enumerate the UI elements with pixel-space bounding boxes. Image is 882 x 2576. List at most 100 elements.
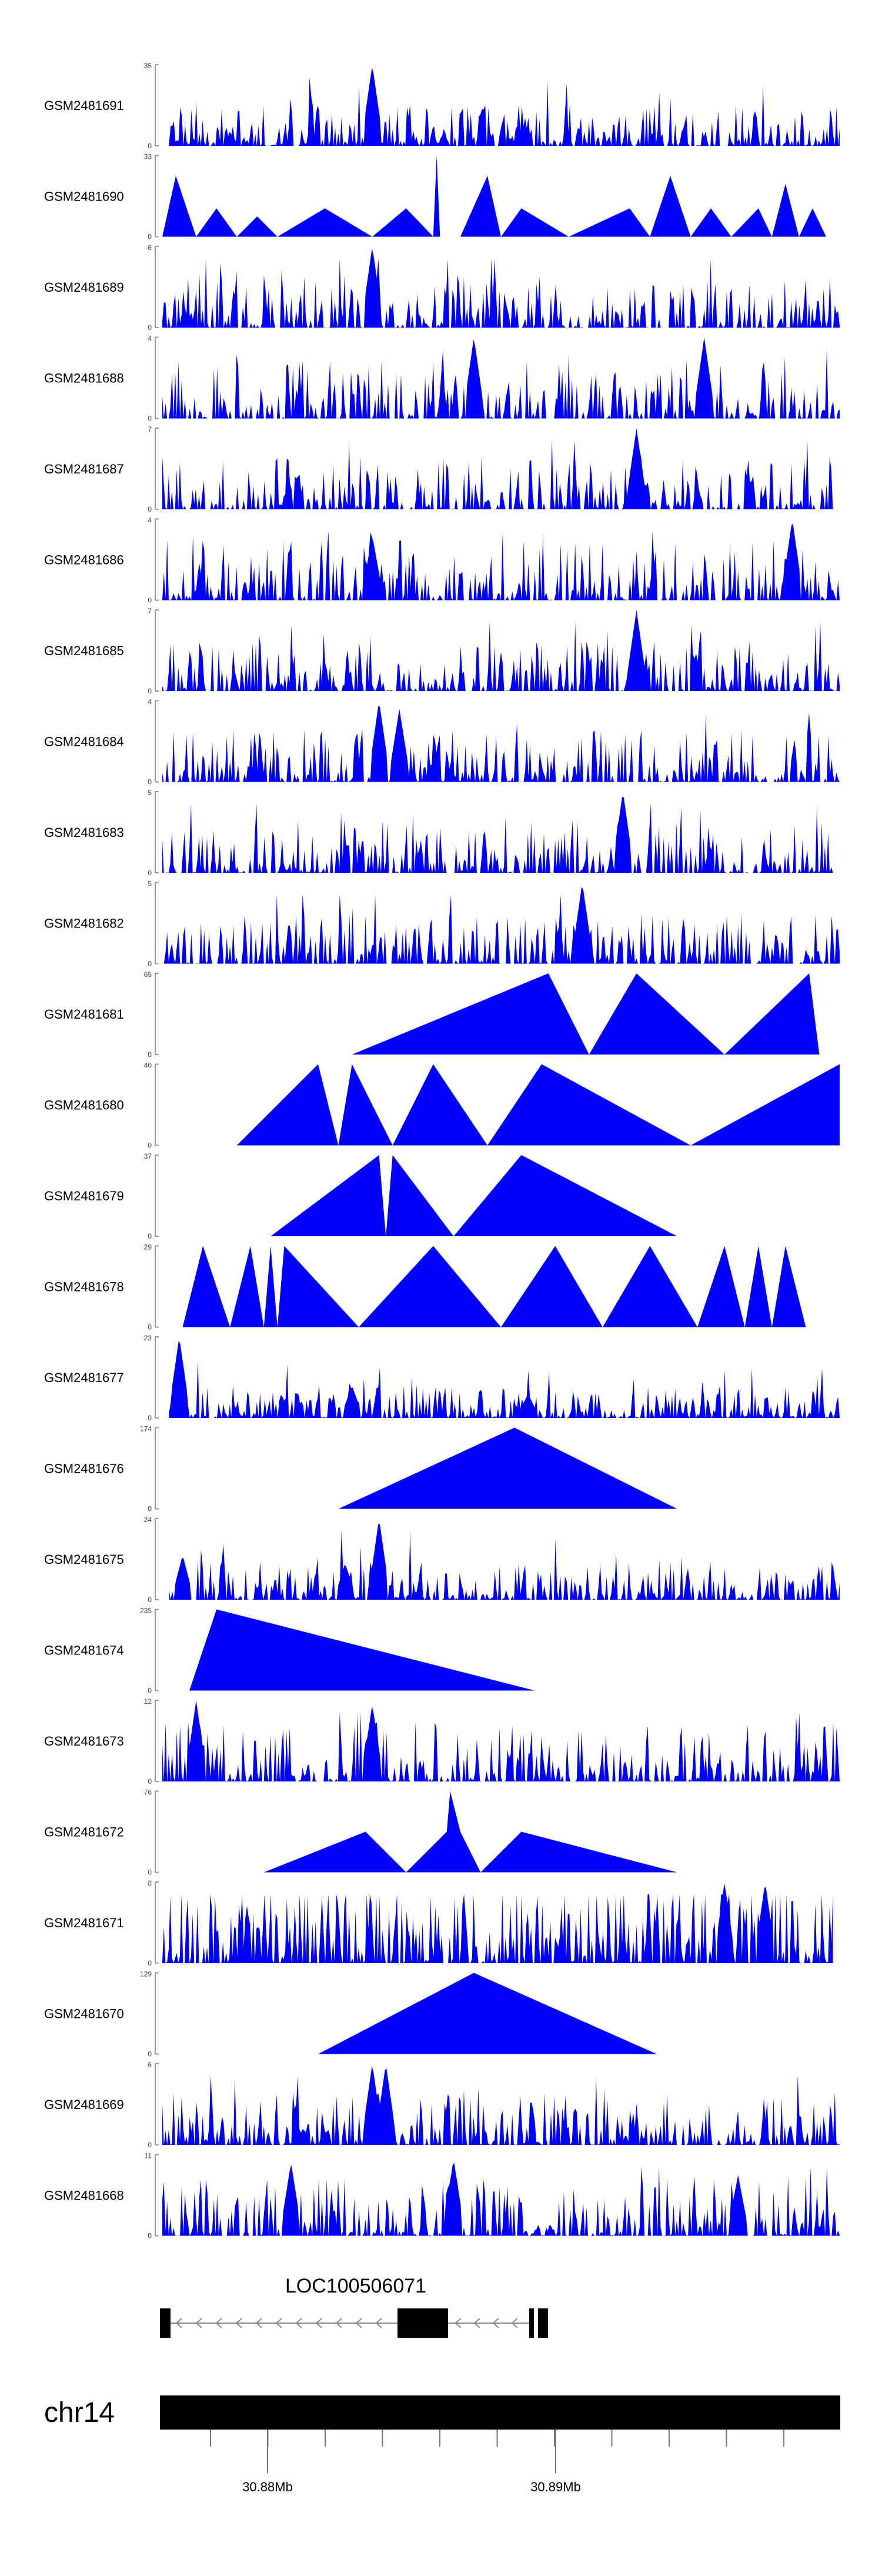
- track-name-label: GSM2481677: [44, 1370, 124, 1385]
- y-axis-max-label: 37: [144, 1152, 152, 1160]
- gene-exon: [397, 2308, 448, 2338]
- track-GSM2481676: GSM2481676 174 0: [44, 1425, 677, 1513]
- track-GSM2481689: GSM2481689 6 0: [44, 243, 840, 332]
- y-axis-min-label: 0: [148, 1596, 152, 1604]
- coverage-area: [162, 1700, 840, 1781]
- track-GSM2481678: GSM2481678 29 0: [44, 1243, 806, 1332]
- coverage-area: [169, 68, 840, 146]
- track-name-label: GSM2481687: [44, 462, 124, 476]
- y-axis-max-label: 4: [148, 516, 152, 525]
- strand-arrow: [315, 2318, 322, 2328]
- chromosome-label: chr14: [44, 2397, 115, 2428]
- y-axis-min-label: 0: [148, 960, 152, 968]
- track-GSM2481682: GSM2481682 5 0: [44, 880, 840, 968]
- track-GSM2481687: GSM2481687 7 0: [44, 425, 833, 513]
- y-axis-min-label: 0: [148, 142, 152, 150]
- track-GSM2481677: GSM2481677 23 0: [44, 1334, 840, 1422]
- coverage-area: [162, 797, 833, 873]
- y-axis-min-label: 0: [148, 1777, 152, 1786]
- axis-tick-label: 30.88Mb: [242, 2480, 293, 2494]
- track-name-label: GSM2481673: [44, 1734, 124, 1749]
- y-axis-min-label: 0: [148, 2232, 152, 2240]
- track-GSM2481672: GSM2481672 76 0: [44, 1788, 677, 1877]
- track-GSM2481671: GSM2481671 8 0: [44, 1879, 833, 1967]
- coverage-area: [338, 1427, 677, 1509]
- y-axis-min-label: 0: [148, 1323, 152, 1332]
- strand-arrow: [355, 2318, 362, 2328]
- track-name-label: GSM2481668: [44, 2188, 124, 2203]
- track-GSM2481673: GSM2481673 12 0: [44, 1697, 840, 1786]
- track-GSM2481680: GSM2481680 40 0: [44, 1062, 840, 1150]
- coverage-area: [162, 337, 840, 419]
- y-axis-min-label: 0: [148, 1142, 152, 1150]
- track-name-label: GSM2481679: [44, 1189, 124, 1203]
- y-axis-min-label: 0: [148, 2141, 152, 2149]
- track-GSM2481684: GSM2481684 4 0: [44, 698, 840, 786]
- track-GSM2481691: GSM2481691 35 0: [44, 62, 840, 150]
- y-axis-min-label: 0: [148, 415, 152, 423]
- track-name-label: GSM2481675: [44, 1552, 124, 1567]
- y-axis-min-label: 0: [148, 778, 152, 786]
- y-axis-max-label: 5: [148, 880, 152, 888]
- y-axis-min-label: 0: [148, 505, 152, 513]
- y-axis-min-label: 0: [148, 1868, 152, 1877]
- y-axis-min-label: 0: [148, 323, 152, 332]
- chromosome-axis-track: chr14 30.88Mb 30.89Mb: [44, 2395, 840, 2494]
- y-axis-min-label: 0: [148, 1050, 152, 1059]
- track-name-label: GSM2481670: [44, 2007, 124, 2021]
- y-axis-max-label: 4: [148, 698, 152, 706]
- gene-exon: [538, 2308, 548, 2338]
- track-GSM2481675: GSM2481675 24 0: [44, 1516, 840, 1604]
- y-axis-max-label: 35: [144, 62, 152, 70]
- strand-arrow: [473, 2318, 480, 2328]
- track-name-label: GSM2481690: [44, 189, 124, 204]
- y-axis-max-label: 235: [140, 1607, 152, 1615]
- track-name-label: GSM2481676: [44, 1461, 124, 1476]
- strand-arrow: [492, 2318, 499, 2328]
- coverage-area: [263, 1791, 677, 1873]
- y-axis-min-label: 0: [148, 869, 152, 877]
- strand-arrow: [235, 2318, 242, 2328]
- track-GSM2481683: GSM2481683 5 0: [44, 789, 833, 877]
- chromosome-bar: [160, 2395, 840, 2430]
- track-GSM2481668: GSM2481668 11 0: [44, 2152, 840, 2240]
- coverage-area: [162, 2066, 840, 2145]
- coverage-area: [318, 1973, 657, 2054]
- track-name-label: GSM2481669: [44, 2097, 124, 2112]
- track-name-label: GSM2481684: [44, 735, 124, 749]
- track-name-label: GSM2481680: [44, 1098, 124, 1113]
- track-name-label: GSM2481685: [44, 643, 124, 658]
- y-axis-min-label: 0: [148, 233, 152, 241]
- y-axis-min-label: 0: [148, 2050, 152, 2058]
- y-axis-min-label: 0: [148, 596, 152, 605]
- track-GSM2481688: GSM2481688 4 0: [44, 335, 840, 423]
- coverage-area: [162, 523, 840, 600]
- y-axis-max-label: 7: [148, 607, 152, 615]
- y-axis-max-label: 33: [144, 153, 152, 161]
- strand-arrow: [455, 2318, 462, 2328]
- coverage-area: [162, 428, 833, 509]
- track-name-label: GSM2481689: [44, 280, 124, 295]
- track-name-label: GSM2481672: [44, 1825, 124, 1840]
- coverage-area: [236, 1064, 840, 1146]
- track-GSM2481669: GSM2481669 6 0: [44, 2061, 840, 2149]
- coverage-area: [169, 1340, 840, 1418]
- strand-arrow: [215, 2318, 222, 2328]
- strand-arrow: [195, 2318, 202, 2328]
- signal-tracks: GSM2481691350GSM2481690330GSM248168960GS…: [44, 62, 840, 2240]
- coverage-area: [270, 1155, 677, 1236]
- coverage-area: [162, 155, 826, 237]
- y-axis-max-label: 174: [140, 1425, 152, 1433]
- y-axis-max-label: 5: [148, 789, 152, 797]
- gene-label: LOC100506071: [285, 2275, 426, 2297]
- track-name-label: GSM2481686: [44, 553, 124, 568]
- track-GSM2481685: GSM2481685 7 0: [44, 607, 840, 695]
- axis-tick-label: 30.89Mb: [530, 2480, 581, 2494]
- track-name-label: GSM2481683: [44, 825, 124, 840]
- y-axis-min-label: 0: [148, 1687, 152, 1695]
- coverage-area: [162, 610, 840, 691]
- gene-exon: [160, 2308, 171, 2338]
- coverage-area: [162, 248, 840, 328]
- gene-exon: [529, 2308, 534, 2338]
